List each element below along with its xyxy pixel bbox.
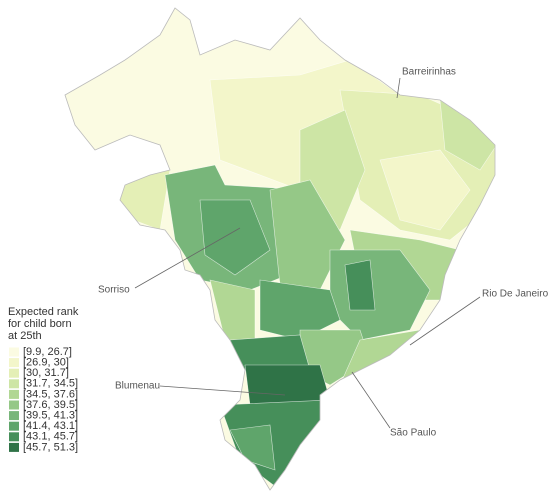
legend-swatch (9, 389, 19, 399)
legend-title: at 25th (8, 330, 42, 342)
city-label: Barreirinhas (402, 67, 456, 78)
legend-label: [37.6, 39.5] (23, 399, 78, 411)
legend-title: for child born (8, 318, 72, 330)
legend-label: [39.5, 41.3] (23, 410, 78, 422)
leader-line (396, 77, 401, 99)
legend-swatch (9, 432, 19, 442)
legend-label: [31.7, 34.5] (23, 378, 78, 390)
city-label: Blumenau (115, 381, 160, 392)
legend-label: [41.4, 43.1] (23, 420, 78, 432)
legend-swatch (9, 400, 19, 410)
legend-swatch (9, 379, 19, 389)
region (199, 199, 271, 276)
legend-label: [26.9, 30] (23, 357, 69, 369)
legend-swatch (9, 442, 19, 452)
leader-line (351, 371, 391, 429)
legend-label: [30, 31.7] (23, 367, 69, 379)
leader-line (159, 385, 286, 396)
legend-label: [9.9, 26.7] (23, 346, 72, 358)
legend-label: [43.1, 45.7] (23, 431, 78, 443)
legend-label: [45.7, 51.3] (23, 441, 78, 453)
legend-swatch (9, 358, 19, 368)
legend-swatch (9, 368, 19, 378)
region (244, 364, 331, 406)
region (229, 424, 276, 471)
city-label: Sorriso (98, 285, 130, 296)
leader-line (134, 227, 241, 289)
city-label: Rio De Janeiro (482, 289, 549, 300)
legend-title: Expected rank (8, 306, 79, 318)
region (379, 149, 471, 231)
legend-label: [34.5, 37.6] (23, 388, 78, 400)
legend-swatch (9, 421, 19, 431)
region (344, 259, 376, 311)
region (219, 399, 331, 490)
legend-swatch (9, 347, 19, 357)
legend-swatch (9, 411, 19, 421)
leader-line (409, 296, 481, 346)
city-label: São Paulo (390, 428, 437, 439)
